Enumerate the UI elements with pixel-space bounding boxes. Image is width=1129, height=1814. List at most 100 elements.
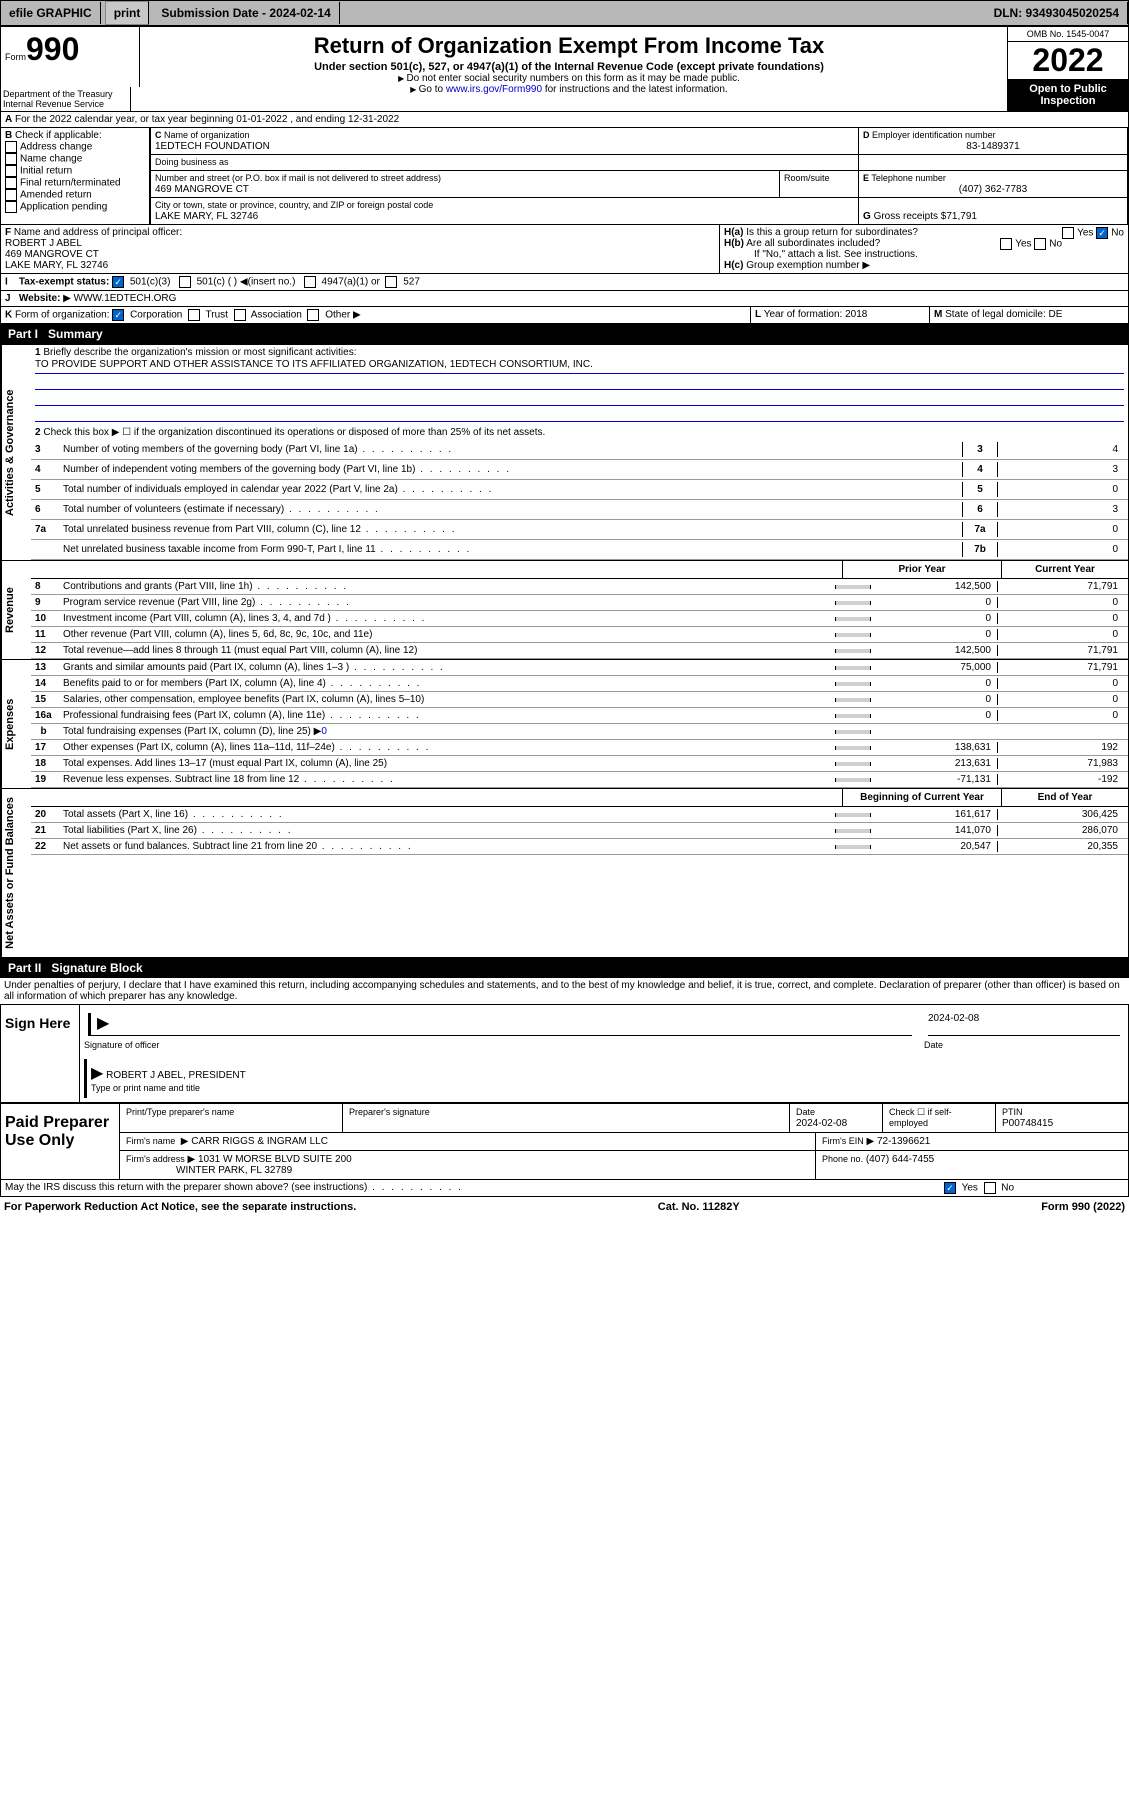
dept: Department of the TreasuryInternal Reven… bbox=[1, 87, 131, 111]
goto-note: Go to www.irs.gov/Form990 for instructio… bbox=[135, 84, 1003, 95]
print-button[interactable]: print bbox=[105, 1, 150, 25]
form-title: Return of Organization Exempt From Incom… bbox=[135, 33, 1003, 59]
sign-here: Sign Here ▶ Signature of officer 2024-02… bbox=[0, 1004, 1129, 1103]
signer-name: ROBERT J ABEL, PRESIDENT bbox=[106, 1070, 246, 1081]
form-header: Form990 Department of the TreasuryIntern… bbox=[0, 26, 1129, 112]
l13c: 71,791 bbox=[997, 662, 1124, 673]
mission: TO PROVIDE SUPPORT AND OTHER ASSISTANCE … bbox=[35, 359, 593, 370]
website-row: J Website: ▶ WWW.1EDTECH.ORG bbox=[0, 291, 1129, 307]
firm-phone: (407) 644-7455 bbox=[866, 1154, 934, 1165]
line-a: A For the 2022 calendar year, or tax yea… bbox=[0, 112, 1129, 128]
l10c: 0 bbox=[997, 613, 1124, 624]
street-addr: 469 MANGROVE CT bbox=[155, 184, 249, 195]
ssn-note: Do not enter social security numbers on … bbox=[135, 73, 1003, 84]
hb-yes[interactable] bbox=[1000, 238, 1012, 250]
l9c: 0 bbox=[997, 597, 1124, 608]
l19c: -192 bbox=[997, 774, 1124, 785]
firm-ein: 72-1396621 bbox=[877, 1136, 930, 1147]
l16b-link[interactable]: 0 bbox=[321, 726, 327, 737]
l21p: 141,070 bbox=[871, 825, 997, 836]
paid-preparer: Paid Preparer Use Only Print/Type prepar… bbox=[0, 1103, 1129, 1180]
top-bar: efile GRAPHIC print Submission Date - 20… bbox=[0, 0, 1129, 26]
assoc-check[interactable] bbox=[234, 309, 246, 321]
submission-date: Submission Date - 2024-02-14 bbox=[153, 2, 339, 24]
ptin: P00748415 bbox=[1002, 1118, 1053, 1129]
l8p: 142,500 bbox=[871, 581, 997, 592]
tax-status-row: I Tax-exempt status: ✓ 501(c)(3) 501(c) … bbox=[0, 274, 1129, 291]
firm-name: CARR RIGGS & INGRAM LLC bbox=[191, 1136, 328, 1147]
l22p: 20,547 bbox=[871, 841, 997, 852]
sign-date: 2024-02-08 bbox=[928, 1013, 1120, 1036]
527-check[interactable] bbox=[385, 276, 397, 288]
l21c: 286,070 bbox=[997, 825, 1124, 836]
l6-val: 3 bbox=[998, 504, 1124, 515]
ha-no[interactable]: ✓ bbox=[1096, 227, 1108, 239]
l20c: 306,425 bbox=[997, 809, 1124, 820]
app-pending-check[interactable] bbox=[5, 201, 17, 213]
officer-name: ROBERT J ABEL bbox=[5, 238, 82, 249]
discuss-no[interactable] bbox=[984, 1182, 996, 1194]
initial-return-check[interactable] bbox=[5, 165, 17, 177]
year-formation: 2018 bbox=[845, 309, 867, 320]
corp-check[interactable]: ✓ bbox=[112, 309, 124, 321]
dln: DLN: 93493045020254 bbox=[986, 2, 1128, 24]
l13p: 75,000 bbox=[871, 662, 997, 673]
gross-receipts: 71,791 bbox=[946, 211, 977, 222]
discuss-yes[interactable]: ✓ bbox=[944, 1182, 956, 1194]
4947-check[interactable] bbox=[304, 276, 316, 288]
l18c: 71,983 bbox=[997, 758, 1124, 769]
form-org-row: K Form of organization: ✓ Corporation Tr… bbox=[0, 307, 1129, 324]
form-subtitle: Under section 501(c), 527, or 4947(a)(1)… bbox=[135, 61, 1003, 73]
l17c: 192 bbox=[997, 742, 1124, 753]
l12c: 71,791 bbox=[997, 645, 1124, 656]
amended-check[interactable] bbox=[5, 189, 17, 201]
other-check[interactable] bbox=[307, 309, 319, 321]
l3-val: 4 bbox=[998, 444, 1124, 455]
form-number: 990 bbox=[26, 31, 79, 67]
part2-header: Part II Signature Block bbox=[0, 958, 1129, 978]
final-return-check[interactable] bbox=[5, 177, 17, 189]
l12p: 142,500 bbox=[871, 645, 997, 656]
ein: 83-1489371 bbox=[863, 141, 1123, 152]
addr-change-check[interactable] bbox=[5, 141, 17, 153]
l5-val: 0 bbox=[998, 484, 1124, 495]
domicile: DE bbox=[1049, 309, 1063, 320]
efile-label: efile GRAPHIC bbox=[1, 2, 101, 24]
l16ap: 0 bbox=[871, 710, 997, 721]
ha-yes[interactable] bbox=[1062, 227, 1074, 239]
city-state-zip: LAKE MARY, FL 32746 bbox=[155, 211, 258, 222]
tax-year: 2022 bbox=[1008, 42, 1128, 79]
inspection-badge: Open to Public Inspection bbox=[1008, 79, 1128, 111]
website: WWW.1EDTECH.ORG bbox=[74, 293, 177, 304]
l8c: 71,791 bbox=[997, 581, 1124, 592]
revenue-label: Revenue bbox=[1, 561, 31, 659]
l11c: 0 bbox=[997, 629, 1124, 640]
line2: 2 Check this box ▶ ☐ if the organization… bbox=[31, 425, 1128, 440]
l11p: 0 bbox=[871, 629, 997, 640]
l4-val: 3 bbox=[998, 464, 1124, 475]
omb: OMB No. 1545-0047 bbox=[1008, 27, 1128, 42]
activities-label: Activities & Governance bbox=[1, 345, 31, 560]
part1-header: Part I Summary bbox=[0, 324, 1129, 344]
l15c: 0 bbox=[997, 694, 1124, 705]
firm-addr: 1031 W MORSE BLVD SUITE 200 bbox=[198, 1154, 352, 1165]
501c-check[interactable] bbox=[179, 276, 191, 288]
trust-check[interactable] bbox=[188, 309, 200, 321]
expenses-label: Expenses bbox=[1, 660, 31, 788]
l14p: 0 bbox=[871, 678, 997, 689]
l9p: 0 bbox=[871, 597, 997, 608]
org-name: 1EDTECH FOUNDATION bbox=[155, 141, 270, 152]
name-change-check[interactable] bbox=[5, 153, 17, 165]
l16ac: 0 bbox=[997, 710, 1124, 721]
501c3-check[interactable]: ✓ bbox=[112, 276, 124, 288]
l20p: 161,617 bbox=[871, 809, 997, 820]
line1: 1 Briefly describe the organization's mi… bbox=[31, 345, 1128, 425]
l10p: 0 bbox=[871, 613, 997, 624]
irs-link[interactable]: www.irs.gov/Form990 bbox=[446, 84, 542, 95]
hb-no[interactable] bbox=[1034, 238, 1046, 250]
discuss-row: May the IRS discuss this return with the… bbox=[0, 1180, 1129, 1197]
l18p: 213,631 bbox=[871, 758, 997, 769]
l15p: 0 bbox=[871, 694, 997, 705]
l14c: 0 bbox=[997, 678, 1124, 689]
entity-block: B Check if applicable: Address change Na… bbox=[0, 128, 1129, 225]
